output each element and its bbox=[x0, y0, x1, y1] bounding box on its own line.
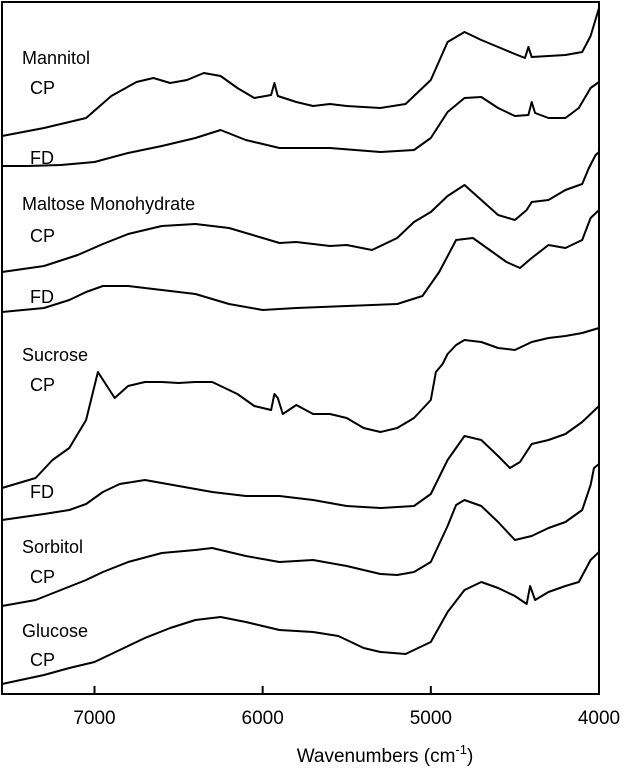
series-label-fd: FD bbox=[30, 148, 54, 168]
spectrum-line-maltose-monohydrate-cp bbox=[1, 151, 600, 273]
series-label-maltose-monohydrate: Maltose Monohydrate bbox=[22, 194, 195, 214]
spectrum-line-mannitol-fd bbox=[2, 81, 600, 167]
series-label-sucrose: Sucrose bbox=[22, 345, 88, 365]
series-label-cp: CP bbox=[30, 226, 55, 246]
series-label-mannitol: Mannitol bbox=[22, 48, 90, 68]
series-label-cp: CP bbox=[30, 78, 55, 98]
series-label-sorbitol: Sorbitol bbox=[22, 537, 83, 557]
series-label-glucose: Glucose bbox=[22, 621, 88, 641]
x-tick-label-6000: 6000 bbox=[242, 708, 284, 729]
x-tick-label-4000: 4000 bbox=[578, 708, 620, 729]
spectrum-line-sorbitol-cp bbox=[1, 463, 600, 607]
spectrum-line-sucrose-cp bbox=[1, 327, 600, 489]
x-tick-label-5000: 5000 bbox=[410, 708, 452, 729]
spectrum-line-glucose-cp bbox=[1, 551, 600, 685]
label-layer: Mannitol CP FD Maltose Monohydrate CP FD Sucro… bbox=[22, 48, 195, 670]
series-label-cp: CP bbox=[30, 650, 55, 670]
series-layer bbox=[1, 7, 600, 685]
plot-frame bbox=[1, 1, 600, 695]
spectrum-line-mannitol-cp bbox=[1, 7, 600, 137]
x-tick-label-7000: 7000 bbox=[73, 708, 115, 729]
spectrum-line-sucrose-fd bbox=[1, 405, 600, 521]
tick-layer: 7000 6000 5000 4000 bbox=[73, 686, 620, 729]
series-label-fd: FD bbox=[30, 287, 54, 307]
series-label-cp: CP bbox=[30, 375, 55, 395]
series-label-fd: FD bbox=[30, 482, 54, 502]
x-axis-title: Wavenumbers (cm-1) bbox=[297, 742, 474, 767]
series-label-cp: CP bbox=[30, 567, 55, 587]
spectrum-line-maltose-monohydrate-fd bbox=[1, 209, 600, 313]
